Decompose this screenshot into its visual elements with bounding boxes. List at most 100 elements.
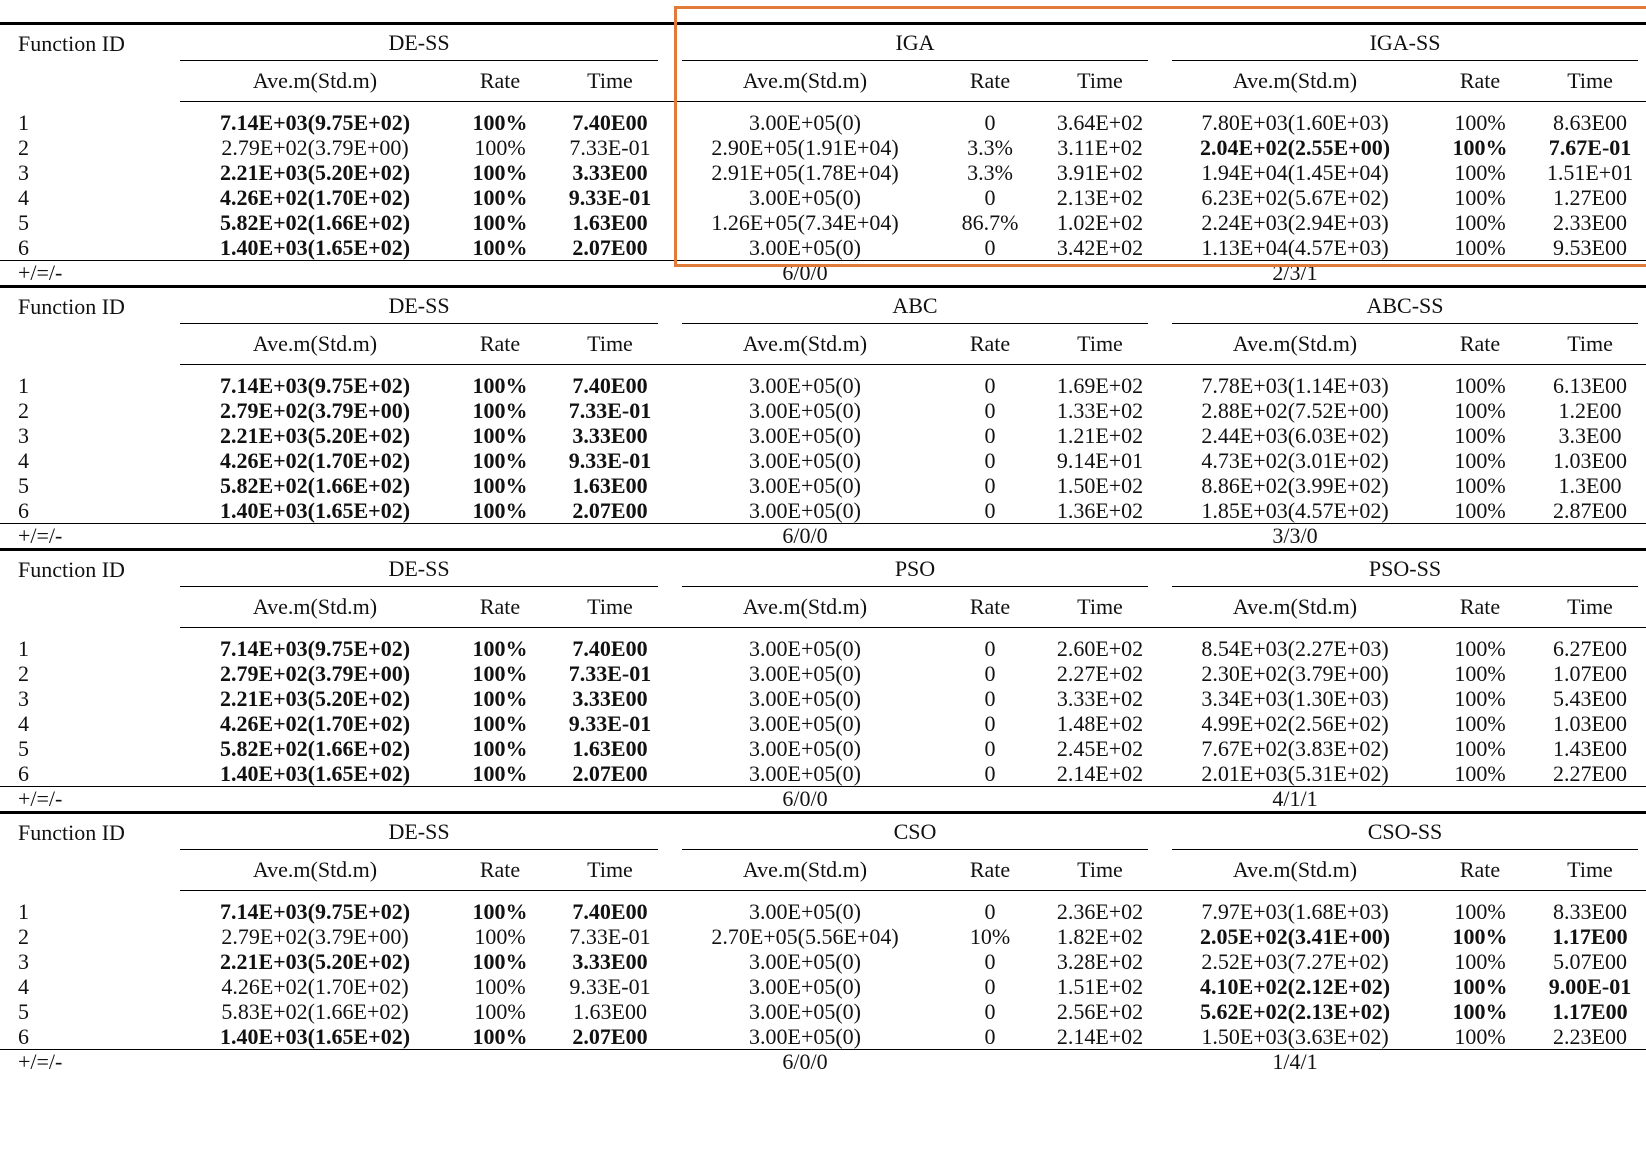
cell: 100%	[1454, 473, 1506, 498]
cell: 2.60E+02	[1056, 636, 1144, 661]
column-header: Rate	[450, 850, 550, 891]
cell: 100%	[472, 1024, 528, 1049]
cell: 3.00E+05(0)	[749, 473, 861, 498]
cell: 1.40E+03(1.65E+02)	[219, 498, 411, 523]
cell: 2.36E+02	[1056, 899, 1144, 924]
group-header: IGA-SS	[1160, 24, 1646, 61]
cell: 1.02E+02	[1056, 210, 1144, 235]
cell: 0	[984, 473, 996, 498]
cell: 1.13E+04(4.57E+03)	[1201, 235, 1389, 260]
cell: 0	[984, 974, 996, 999]
empty	[180, 786, 670, 811]
cell: 6.23E+02(5.67E+02)	[1201, 185, 1389, 210]
cell: 100%	[472, 423, 528, 448]
cell: 100%	[472, 761, 528, 786]
footer-row: +/=/- 6/0/0 3/3/0	[0, 523, 1646, 548]
cell: 1.03E00	[1553, 711, 1627, 736]
data-row: 2 2.79E+02(3.79E+00) 100% 7.33E-01 3.00E+05(…	[0, 398, 1646, 423]
summary: 1/4/1	[1160, 1049, 1430, 1074]
cell: 3.00E+05(0)	[749, 1024, 861, 1049]
cell: 5.07E00	[1553, 949, 1627, 974]
cell: 7.40E00	[572, 899, 648, 924]
cell: 5.82E+02(1.66E+02)	[219, 210, 411, 235]
column-header: Ave.m(Std.m)	[180, 61, 450, 102]
table-block: Function ID DE-SS ABC ABC-SS Ave.m(Std.m) Rat…	[0, 5, 1646, 548]
summary: 6/0/0	[670, 260, 940, 285]
cell: 6.13E00	[1553, 373, 1627, 398]
function-id: 3	[18, 160, 29, 185]
cell: 5.43E00	[1553, 686, 1627, 711]
column-header: Time	[550, 61, 670, 102]
cell: 2.04E+02(2.55E+00)	[1199, 135, 1391, 160]
cell: 1.63E00	[572, 736, 648, 761]
cell: 2.87E00	[1553, 498, 1627, 523]
function-id: 3	[18, 686, 29, 711]
cell: 1.63E00	[573, 999, 647, 1024]
cell: 0	[984, 899, 996, 924]
function-id-header: Function ID	[18, 294, 125, 319]
cell: 7.33E-01	[568, 661, 652, 686]
column-header: Rate	[1430, 850, 1530, 891]
cell: 1.63E00	[572, 473, 648, 498]
data-row: 2 2.79E+02(3.79E+00) 100% 7.33E-01 2.90E+05(…	[0, 135, 1646, 160]
cell: 2.07E00	[572, 1024, 648, 1049]
summary: 3/3/0	[1160, 523, 1431, 548]
cell: 4.26E+02(1.70E+02)	[219, 448, 411, 473]
data-row: 5 5.83E+02(1.66E+02) 100% 1.63E00 3.00E+05(0…	[0, 999, 1646, 1024]
cell: 4.73E+02(3.01E+02)	[1201, 448, 1389, 473]
cell: 3.00E+05(0)	[749, 636, 861, 661]
group-name: IGA-SS	[1172, 30, 1639, 61]
cell: 0	[984, 736, 996, 761]
cell: 1.26E+05(7.34E+04)	[711, 210, 899, 235]
table-block: Function ID DE-SS IGA IGA-SS Ave.m(Std.m) Rat…	[0, 5, 1646, 285]
cell: 1.33E+02	[1056, 398, 1144, 423]
empty	[1430, 1049, 1646, 1074]
cell: 100%	[472, 373, 528, 398]
cell: 7.97E+03(1.68E+03)	[1201, 899, 1389, 924]
cell: 100%	[1454, 686, 1506, 711]
cell: 3.00E+05(0)	[749, 448, 861, 473]
empty	[940, 1049, 1160, 1074]
function-id: 1	[18, 635, 29, 661]
column-header: Ave.m(Std.m)	[670, 324, 940, 365]
cell: 0	[984, 661, 996, 686]
cell: 7.78E+03(1.14E+03)	[1201, 373, 1389, 398]
cell: 1.43E00	[1553, 736, 1627, 761]
function-id: 3	[18, 949, 29, 974]
cell: 100%	[474, 999, 526, 1024]
cell: 2.21E+03(5.20E+02)	[219, 686, 411, 711]
column-header: Time	[1530, 324, 1646, 365]
data-row: 1 7.14E+03(9.75E+02) 100% 7.40E00 3.00E+05(0…	[0, 365, 1646, 399]
cell: 100%	[1454, 110, 1506, 135]
empty	[1430, 786, 1646, 811]
cell: 100%	[1454, 761, 1506, 786]
cell: 5.62E+02(2.13E+02)	[1199, 999, 1391, 1024]
cell: 1.07E00	[1553, 661, 1627, 686]
cell: 0	[984, 711, 996, 736]
cell: 5.82E+02(1.66E+02)	[219, 473, 411, 498]
cell: 3.00E+05(0)	[749, 110, 861, 135]
cell: 8.63E00	[1553, 110, 1627, 135]
cell: 0	[984, 761, 996, 786]
function-id: 2	[18, 924, 29, 949]
data-row: 6 1.40E+03(1.65E+02) 100% 2.07E00 3.00E+05(0…	[0, 1024, 1646, 1050]
column-header: Rate	[450, 587, 550, 628]
cell: 2.79E+02(3.79E+00)	[221, 924, 409, 949]
cell: 100%	[472, 949, 528, 974]
cell: 1.27E00	[1553, 185, 1627, 210]
cell: 100%	[472, 235, 528, 260]
cell: 3.33E+02	[1056, 686, 1144, 711]
footer-label: +/=/-	[0, 260, 180, 285]
cell: 4.26E+02(1.70E+02)	[221, 974, 409, 999]
cell: 100%	[472, 498, 528, 523]
group-name: DE-SS	[180, 556, 658, 587]
group-name: DE-SS	[180, 819, 658, 850]
group-name: DE-SS	[180, 293, 658, 324]
cell: 100%	[1452, 924, 1508, 949]
cell: 1.36E+02	[1056, 498, 1144, 523]
column-header: Ave.m(Std.m)	[670, 587, 940, 628]
cell: 9.14E+01	[1056, 448, 1144, 473]
data-row: 1 7.14E+03(9.75E+02) 100% 7.40E00 3.00E+05(0…	[0, 891, 1646, 925]
column-header: Time	[1040, 587, 1160, 628]
cell: 8.33E00	[1553, 899, 1627, 924]
